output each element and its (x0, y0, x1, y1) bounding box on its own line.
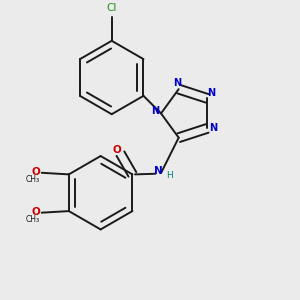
Text: CH₃: CH₃ (26, 214, 40, 224)
Text: N: N (154, 166, 162, 176)
Text: O: O (31, 167, 40, 177)
Text: N: N (209, 123, 218, 134)
Text: O: O (31, 207, 40, 217)
Text: N: N (173, 78, 181, 88)
Text: CH₃: CH₃ (26, 175, 40, 184)
Text: H: H (166, 172, 172, 181)
Text: N: N (207, 88, 215, 98)
Text: O: O (113, 145, 122, 154)
Text: N: N (151, 106, 159, 116)
Text: Cl: Cl (106, 3, 117, 13)
